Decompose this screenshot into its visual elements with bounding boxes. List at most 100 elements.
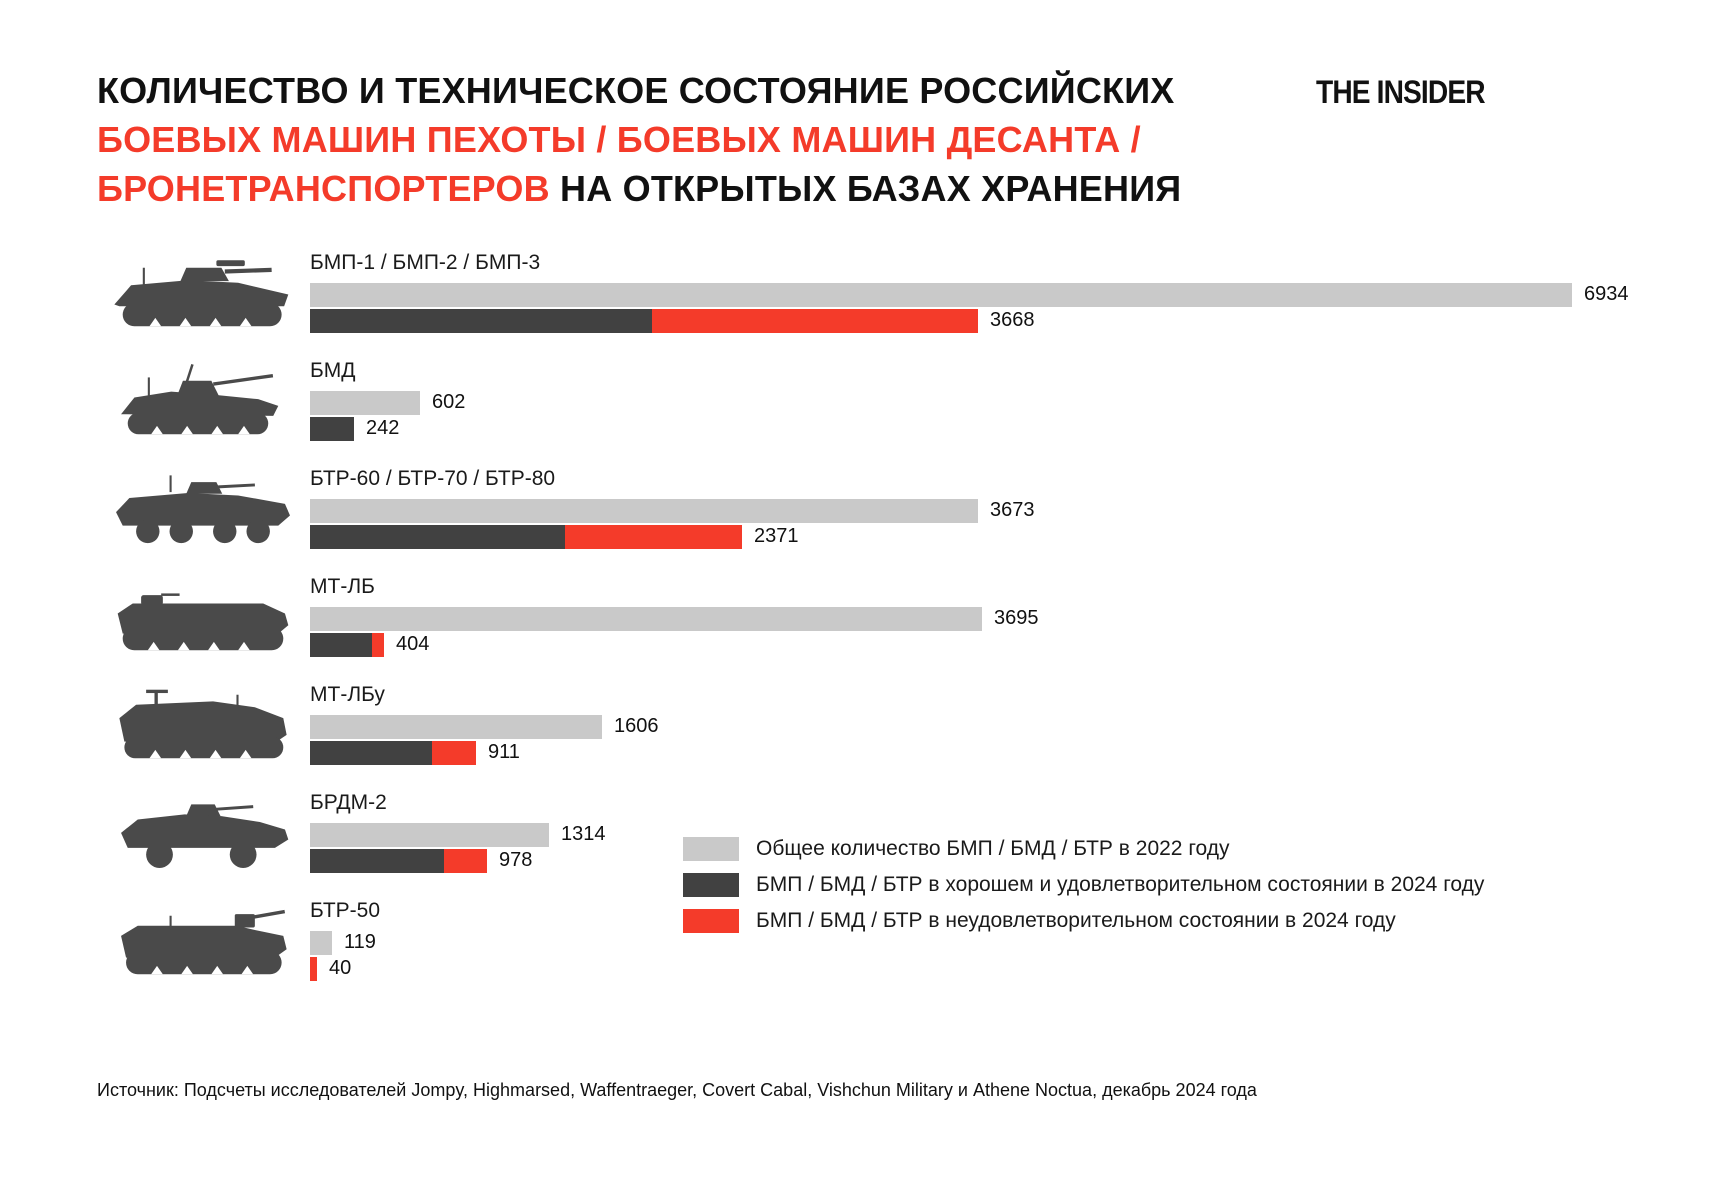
bar-row: БТР-50 119 40 [95,894,1655,986]
bmd-silhouette-icon [104,354,302,446]
total-2024-value: 40 [329,957,352,979]
legend-label: БМП / БМД / БТР в неудовлетворительном с… [756,908,1396,932]
total-2024-value: 911 [488,741,520,763]
total-2022-value: 3695 [994,607,1039,629]
bar-row-content: МТ-ЛБу 1606 911 [310,682,1655,765]
vehicle-label: БРДМ-2 [310,790,387,814]
vehicle-icon-shape [121,364,278,434]
bad-condition-segment [310,956,317,981]
vehicle-icon-shape [114,260,288,326]
vehicle-icon-cell [95,246,310,338]
condition-2024-bar [310,956,317,981]
legend-swatch [683,836,739,861]
vehicle-label: БМП-1 / БМП-2 / БМП-3 [310,250,541,274]
condition-2024-bar [310,416,354,441]
title-line-3-red: БРОНЕТРАНСПОРТЕРОВ [97,168,550,209]
bar-row-content: БРДМ-2 1314 978 [310,790,1655,873]
title-line-3-black: НА ОТКРЫТЫХ БАЗАХ ХРАНЕНИЯ [549,168,1182,209]
condition-2024-bar-line: 911 [310,740,1655,765]
bar-chart: БМП-1 / БМП-2 / БМП-3 6934 3668 [95,246,1655,986]
vehicle-icon-shape [117,593,288,650]
vehicle-icon-cell [95,894,310,986]
legend-swatch [683,908,739,933]
total-2022-bar [310,390,420,415]
bar-row: БРДМ-2 1314 978 [95,786,1655,878]
bar-row-content: МТ-ЛБ 3695 404 [310,574,1655,657]
vehicle-icon-cell [95,678,310,770]
total-2022-value: 1314 [561,823,606,845]
vehicle-icon-shape [119,690,286,759]
bar-row-content: БТР-50 119 40 [310,898,1655,981]
condition-2024-bar-line: 404 [310,632,1655,657]
condition-2024-bar-line: 2371 [310,524,1655,549]
legend-label: БМП / БМД / БТР в хорошем и удовлетворит… [756,872,1485,896]
bar-row-content: БМД 602 242 [310,358,1655,441]
total-2022-bar [310,822,549,847]
title-line-2: БОЕВЫХ МАШИН ПЕХОТЫ / БОЕВЫХ МАШИН ДЕСАН… [97,119,1141,160]
page-title: КОЛИЧЕСТВО И ТЕХНИЧЕСКОЕ СОСТОЯНИЕ РОССИ… [97,66,1347,213]
condition-2024-bar-line: 242 [310,416,1655,441]
vehicle-icon-shape [121,910,287,974]
total-2022-value: 6934 [1584,283,1629,305]
total-2022-value: 1606 [614,715,659,737]
total-2022-bar-line: 1314 [310,822,1655,847]
bad-condition-segment [372,632,384,657]
total-2024-value: 2371 [754,525,799,547]
vehicle-label: МТ-ЛБ [310,574,375,598]
total-2022-bar-line: 3695 [310,606,1655,631]
total-2022-bar [310,714,602,739]
vehicle-label: МТ-ЛБу [310,682,385,706]
btr80-silhouette-icon [104,462,302,554]
bmp-silhouette-icon [104,246,302,338]
legend-label: Общее количество БМП / БМД / БТР в 2022 … [756,836,1230,860]
total-2024-value: 404 [396,633,430,655]
bad-condition-segment [432,740,476,765]
vehicle-label: БТР-50 [310,898,381,922]
vehicle-icon-shape [116,475,290,543]
condition-2024-bar [310,848,487,873]
total-2022-value: 119 [344,931,376,953]
total-2022-bar-line: 3673 [310,498,1655,523]
total-2022-bar [310,498,978,523]
vehicle-label: БМД [310,358,356,382]
mtlb-silhouette-icon [104,570,302,662]
bar-row: МТ-ЛБу 1606 911 [95,678,1655,770]
total-2022-bar [310,606,982,631]
condition-2024-bar [310,740,476,765]
legend: Общее количество БМП / БМД / БТР в 2022 … [683,836,1484,933]
legend-swatch [683,872,739,897]
bar-row: БМП-1 / БМП-2 / БМП-3 6934 3668 [95,246,1655,338]
vehicle-icon-cell [95,570,310,662]
condition-2024-bar-line: 40 [310,956,1655,981]
total-2024-value: 3668 [990,309,1035,331]
total-2022-bar-line: 119 [310,930,1655,955]
condition-2024-bar [310,308,978,333]
total-2022-bar [310,282,1572,307]
title-line-1: КОЛИЧЕСТВО И ТЕХНИЧЕСКОЕ СОСТОЯНИЕ РОССИ… [97,70,1175,111]
vehicle-icon-cell [95,354,310,446]
condition-2024-bar-line: 978 [310,848,1655,873]
bar-row: БМД 602 242 [95,354,1655,446]
legend-item-total_2022: Общее количество БМП / БМД / БТР в 2022 … [683,836,1484,861]
title-line-3: БРОНЕТРАНСПОРТЕРОВ НА ОТКРЫТЫХ БАЗАХ ХРА… [97,164,1347,213]
vehicle-icon-shape [121,804,288,868]
total-2022-bar-line: 1606 [310,714,1655,739]
bad-condition-segment [444,848,487,873]
total-2022-value: 3673 [990,499,1035,521]
condition-2024-bar-line: 3668 [310,308,1655,333]
good-condition-segment [310,416,354,441]
bar-row: БТР-60 / БТР-70 / БТР-80 3673 2371 [95,462,1655,554]
good-condition-segment [310,632,372,657]
bad-condition-segment [652,308,978,333]
vehicle-label: БТР-60 / БТР-70 / БТР-80 [310,466,556,490]
good-condition-segment [310,524,565,549]
mtlbu-silhouette-icon [104,678,302,770]
total-2022-bar-line: 602 [310,390,1655,415]
brdm2-silhouette-icon [104,786,302,878]
total-2022-bar-line: 6934 [310,282,1655,307]
bar-row-content: БМП-1 / БМП-2 / БМП-3 6934 3668 [310,250,1655,333]
good-condition-segment [310,740,432,765]
vehicle-icon-cell [95,786,310,878]
total-2024-value: 978 [499,849,533,871]
